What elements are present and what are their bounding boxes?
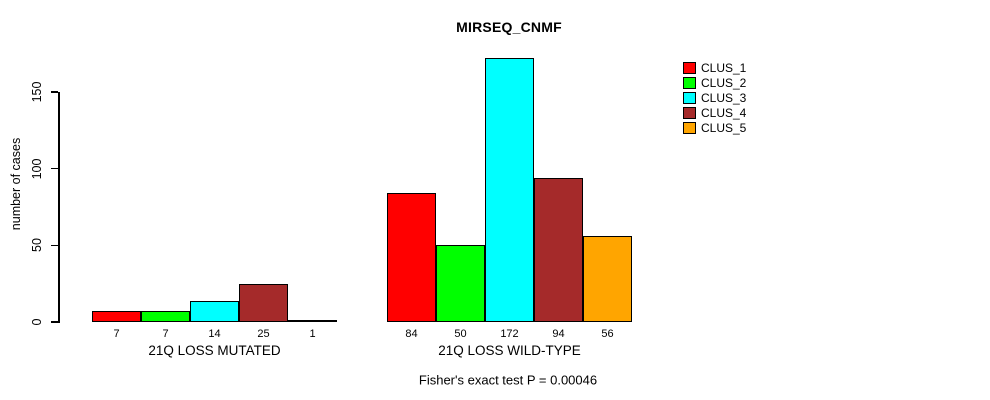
legend-label: CLUS_5 xyxy=(701,120,747,135)
y-tick-label: 150 xyxy=(30,81,44,103)
bar-clus_5-group2 xyxy=(583,236,632,322)
bar-value-label: 14 xyxy=(208,328,221,340)
bar-value-label: 172 xyxy=(500,328,519,340)
bar-clus_4-group1 xyxy=(239,284,288,322)
bar-clus_2-group2 xyxy=(436,245,485,322)
bar-clus_1-group2 xyxy=(387,193,436,322)
legend-item-clus_3: CLUS_3 xyxy=(683,90,746,105)
y-tick-mark xyxy=(51,167,58,170)
bar-value-label: 25 xyxy=(257,328,270,340)
legend-label: CLUS_4 xyxy=(701,105,747,120)
bar-value-label: 7 xyxy=(162,328,169,340)
fisher-test-note: Fisher's exact test P = 0.00046 xyxy=(418,372,598,388)
legend: CLUS_1 CLUS_2 CLUS_3 CLUS_4 CLUS_5 xyxy=(683,60,746,135)
bar-clus_1-group1 xyxy=(92,311,141,322)
bar-value-label: 50 xyxy=(454,328,467,340)
legend-swatch-icon xyxy=(683,61,696,74)
chart-title: MIRSEQ_CNMF xyxy=(456,19,562,35)
y-tick-label: 100 xyxy=(30,158,44,180)
x-axis-group-label: 21Q LOSS WILD-TYPE xyxy=(438,343,581,358)
bar-clus_5-group1 xyxy=(288,320,337,322)
y-tick-label: 50 xyxy=(30,238,44,253)
bar-value-label: 84 xyxy=(405,328,418,340)
legend-item-clus_1: CLUS_1 xyxy=(683,60,746,75)
bar-clus_4-group2 xyxy=(534,178,583,322)
bar-value-label: 94 xyxy=(552,328,565,340)
y-tick-mark xyxy=(51,244,58,247)
x-axis-group-label: 21Q LOSS MUTATED xyxy=(148,343,281,358)
y-axis-label: number of cases xyxy=(9,137,23,231)
bar-value-label: 1 xyxy=(309,328,316,340)
legend-swatch-icon xyxy=(683,121,696,134)
y-tick-mark xyxy=(51,91,58,93)
legend-label: CLUS_2 xyxy=(701,75,747,90)
bar-clus_3-group1 xyxy=(190,301,239,322)
bar-value-label: 56 xyxy=(601,328,614,340)
legend-item-clus_5: CLUS_5 xyxy=(683,120,746,135)
legend-item-clus_2: CLUS_2 xyxy=(683,75,746,90)
bar-value-label: 7 xyxy=(113,328,120,340)
y-axis-line xyxy=(58,91,60,323)
legend-item-clus_4: CLUS_4 xyxy=(683,105,746,120)
legend-swatch-icon xyxy=(683,106,696,119)
legend-swatch-icon xyxy=(683,91,696,104)
y-tick-mark xyxy=(51,321,58,323)
legend-label: CLUS_1 xyxy=(701,60,747,75)
y-tick-label: 0 xyxy=(30,318,44,326)
legend-swatch-icon xyxy=(683,76,696,89)
legend-label: CLUS_3 xyxy=(701,90,747,105)
bar-clus_3-group2 xyxy=(485,58,534,322)
bar-clus_2-group1 xyxy=(141,311,190,322)
